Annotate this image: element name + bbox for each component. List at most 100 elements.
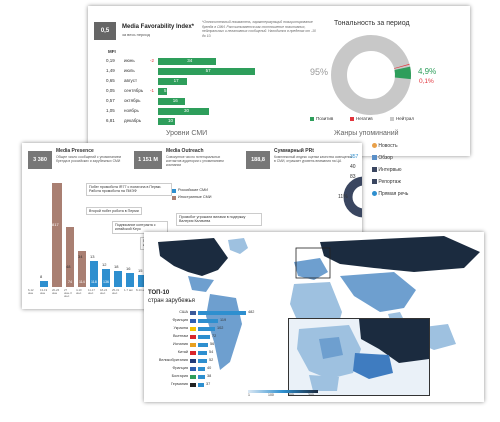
annotation-3: Подписание контракта с китайской Keyo bbox=[112, 221, 168, 234]
scale-label-300: 300 bbox=[308, 393, 314, 397]
country-bar bbox=[198, 343, 208, 347]
tonality-legend: Позитив Негатив Нейтрал bbox=[310, 116, 470, 124]
month-axis-label: 6-12 июн bbox=[28, 288, 34, 295]
country-value: 54 bbox=[209, 350, 214, 354]
country-row: Испания 56 bbox=[148, 342, 248, 349]
low-label-3: 114 bbox=[79, 280, 85, 284]
kpi-row: 3 380 Media Presence Общее число сообщен… bbox=[22, 143, 362, 177]
bar-label-48: 48 bbox=[66, 264, 71, 269]
country-value: 56 bbox=[210, 342, 215, 346]
country-value: 40 bbox=[207, 366, 212, 370]
tonality-title: Тональность за период bbox=[334, 20, 410, 27]
timeline-bar-2 bbox=[66, 227, 74, 287]
row-mfi: 1,05 bbox=[106, 108, 115, 113]
genre-report: Репортаж bbox=[372, 179, 401, 185]
country-row: Франция 119 bbox=[148, 318, 248, 325]
low-label-1: 8 bbox=[40, 274, 43, 279]
kpi-outreach-title: Media Outreach bbox=[166, 148, 204, 154]
annotation-4: Промобот угрожали вилами в подержку Вале… bbox=[176, 213, 262, 226]
row-value: 5 bbox=[164, 88, 167, 93]
europe-inset-map bbox=[297, 319, 429, 391]
legend-foreign-media: Иностранные СМИ bbox=[178, 195, 212, 199]
mfi-subtitle: за весь период bbox=[122, 32, 150, 37]
row-value: 30 bbox=[184, 108, 190, 113]
country-name: Украина bbox=[173, 326, 188, 330]
annotation-2: Второй побег робота в Перми bbox=[86, 207, 142, 215]
donut-negative-slice bbox=[331, 35, 411, 115]
world-map-panel: ТОП-10 стран зарубежья США 482 Франция 119 У… bbox=[144, 232, 484, 402]
timeline-bar-big bbox=[52, 183, 62, 287]
legend-russian-media: Российские СМИ bbox=[178, 188, 208, 192]
mfi-footnote: *Относительный показатель, характеризующ… bbox=[202, 20, 316, 38]
month-row: 0,65 август 17 bbox=[88, 78, 328, 86]
country-name: Болгария bbox=[171, 374, 188, 378]
row-bar bbox=[158, 88, 167, 95]
row-month: октябрь bbox=[124, 98, 141, 103]
row-mfi: 0,19 bbox=[106, 58, 115, 63]
month-row: 0,57 октябрь 16 bbox=[88, 98, 328, 106]
row-bar bbox=[158, 98, 186, 105]
country-flag-icon bbox=[190, 311, 196, 315]
mfi-column-header: MFI bbox=[108, 49, 116, 54]
low-label-2: 74 bbox=[68, 280, 72, 284]
row-mfi: 6,81 bbox=[106, 118, 115, 123]
country-flag-icon bbox=[190, 383, 196, 387]
country-row: Великобритания 52 bbox=[148, 358, 248, 365]
country-flag-icon bbox=[190, 359, 196, 363]
row-month: июнь bbox=[124, 58, 135, 63]
timeline-bar-7 bbox=[126, 273, 134, 287]
country-name: Китай bbox=[177, 350, 188, 354]
row-value: 16 bbox=[172, 98, 178, 103]
favorability-panel: 0,5 Media Favorability Index* за весь пе… bbox=[88, 6, 470, 156]
genre-news: Новость bbox=[372, 143, 398, 149]
month-axis-label: 4-10 июл bbox=[76, 288, 82, 295]
row-value: 17 bbox=[173, 78, 179, 83]
row-mfi: 0,57 bbox=[106, 98, 115, 103]
asia-shape bbox=[340, 272, 416, 312]
country-value: 38 bbox=[207, 374, 212, 378]
row-mfi: 0,05 bbox=[106, 88, 115, 93]
genre-report-label: Репортаж bbox=[378, 179, 401, 185]
bar-label-13: 13 bbox=[90, 254, 95, 259]
genre-count-3: 83 bbox=[350, 174, 356, 180]
country-bar bbox=[198, 375, 205, 379]
row-bar bbox=[158, 118, 175, 125]
row-month: август bbox=[124, 78, 138, 83]
row-month: сентябрь bbox=[124, 88, 144, 93]
annotation-1: Побег промобота IR77 с полигона в Перми.… bbox=[86, 183, 172, 196]
europe-inset bbox=[288, 318, 430, 396]
tonality-positive-pct: 4,9% bbox=[418, 67, 437, 76]
month-axis-label: 27 июн-3 июл bbox=[64, 288, 72, 298]
month-row: 1,49 июль 57 bbox=[88, 68, 328, 76]
country-flag-icon bbox=[190, 375, 196, 379]
russia-shape bbox=[320, 236, 480, 272]
bar-label-18: 18 bbox=[114, 264, 119, 269]
low-label-4: 118 bbox=[91, 280, 97, 284]
timeline-bar-6 bbox=[114, 271, 122, 287]
month-axis-label: 20-26 июн bbox=[52, 288, 60, 295]
genre-interview: Интервью bbox=[372, 167, 402, 173]
row-negative: -2 bbox=[150, 58, 155, 63]
month-axis-label: 11-17 июл bbox=[88, 288, 95, 295]
country-value: 52 bbox=[209, 358, 214, 362]
genre-count-2: 40 bbox=[350, 164, 356, 170]
genre-list: Новость Обзор Интервью Репортаж Прямая р… bbox=[350, 143, 476, 203]
genre-speech-label: Прямая речь bbox=[378, 191, 409, 197]
country-bar bbox=[198, 351, 207, 355]
country-value: 119 bbox=[220, 318, 227, 322]
scale-label-200: 200 bbox=[288, 393, 294, 397]
bar-label-15: 15 bbox=[138, 268, 143, 273]
month-row: 1,05 ноябрь 30 bbox=[88, 108, 328, 116]
map-title-line2: стран зарубежья bbox=[148, 298, 195, 304]
month-axis-label: 13-19 июн bbox=[40, 288, 48, 295]
month-axis-label: 18-24 июл bbox=[100, 288, 108, 295]
country-row: Вьетнам 72 bbox=[148, 334, 248, 341]
row-bar bbox=[158, 58, 216, 65]
country-bar bbox=[198, 311, 246, 315]
kpi-prt-value: 188,8 bbox=[246, 151, 270, 169]
genre-speech: Прямая речь bbox=[372, 191, 408, 197]
timeline-chart: 817 48 34 13 12 18 16 15 8 74 114 118 13… bbox=[26, 177, 176, 301]
genre-donut bbox=[343, 176, 362, 218]
bar-label-12: 12 bbox=[102, 262, 107, 267]
country-flag-icon bbox=[190, 335, 196, 339]
